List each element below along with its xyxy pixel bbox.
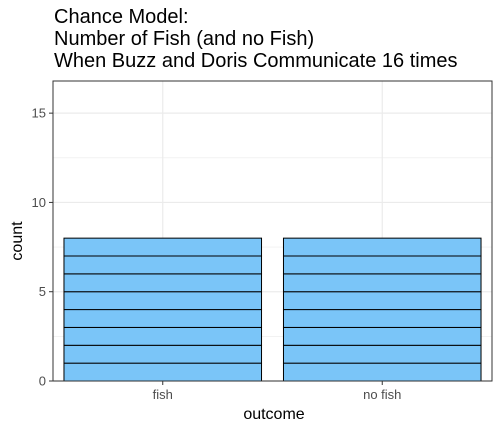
bar-segment	[282, 273, 482, 293]
x-tick-label: no fish	[363, 387, 401, 402]
chart-title-line-2: Number of Fish (and no Fish)	[54, 28, 315, 50]
bar-segment	[282, 344, 482, 364]
chart-title: Chance Model: Number of Fish (and no Fis…	[54, 6, 458, 72]
x-tick-label: fish	[153, 387, 173, 402]
y-tick-label: 15	[32, 106, 46, 121]
chart-title-line-3: When Buzz and Doris Communicate 16 times	[54, 50, 458, 72]
bar-segment	[63, 309, 263, 328]
bars-layer	[63, 237, 482, 382]
bar-segment	[282, 362, 482, 382]
bar-segment	[63, 326, 263, 346]
bar-segment	[63, 291, 263, 311]
panel-border	[52, 80, 493, 382]
bar-segment	[282, 255, 482, 275]
y-tick-label: 10	[32, 195, 46, 210]
bar-segment	[63, 273, 263, 293]
y-tick-label: 5	[39, 284, 46, 299]
bar-segment	[282, 326, 482, 346]
x-axis-title: outcome	[243, 406, 304, 423]
chart-title-line-1: Chance Model:	[54, 6, 189, 28]
bar-segment	[282, 309, 482, 328]
y-tick-label: 0	[39, 374, 46, 389]
bar-segment	[63, 237, 263, 257]
bar-segment	[282, 291, 482, 311]
bar-segment	[63, 362, 263, 382]
bar-segment	[63, 255, 263, 275]
y-axis-title: count	[9, 221, 26, 261]
bar-segment	[63, 344, 263, 364]
axis-layer: 0 5 10 15 fish no fish	[32, 106, 402, 402]
bar-segment	[282, 237, 482, 257]
